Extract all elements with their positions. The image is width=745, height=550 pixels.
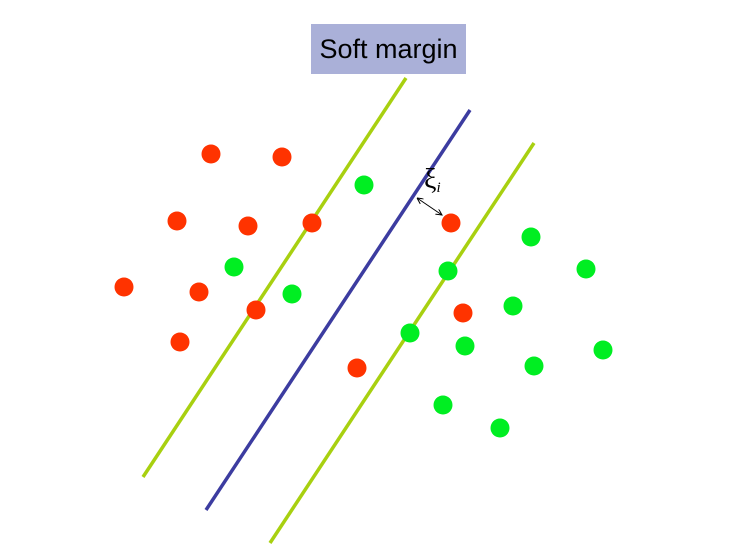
green-data-point	[354, 175, 374, 195]
slack-variable-label: ξi	[424, 164, 441, 196]
red-data-point	[201, 144, 221, 164]
red-data-point	[272, 147, 292, 167]
red-data-point	[189, 282, 209, 302]
red-data-point	[441, 213, 461, 233]
green-data-point	[524, 356, 544, 376]
green-data-point	[521, 227, 541, 247]
title-box: Soft margin	[311, 24, 466, 74]
margin-line-left	[141, 77, 408, 478]
green-data-point	[490, 418, 510, 438]
slack-symbol: ξ	[424, 164, 436, 195]
green-data-point	[438, 261, 458, 281]
data-points	[114, 144, 613, 438]
red-data-point	[302, 213, 322, 233]
decision-boundary-line	[204, 109, 472, 511]
red-data-point	[246, 300, 266, 320]
green-data-point	[576, 259, 596, 279]
green-data-point	[455, 336, 475, 356]
red-data-point	[170, 332, 190, 352]
red-data-point	[167, 211, 187, 231]
red-data-point	[114, 277, 134, 297]
green-data-point	[433, 395, 453, 415]
green-data-point	[593, 340, 613, 360]
red-data-point	[347, 358, 367, 378]
red-data-point	[238, 216, 258, 236]
diagram-title: Soft margin	[319, 33, 458, 64]
green-data-point	[282, 284, 302, 304]
margin-line-right	[268, 142, 536, 544]
red-data-point	[453, 303, 473, 323]
green-data-point	[224, 257, 244, 277]
green-data-point	[400, 323, 420, 343]
slack-arrow-icon	[417, 198, 442, 215]
slack-subscript: i	[436, 180, 440, 196]
green-data-point	[503, 296, 523, 316]
